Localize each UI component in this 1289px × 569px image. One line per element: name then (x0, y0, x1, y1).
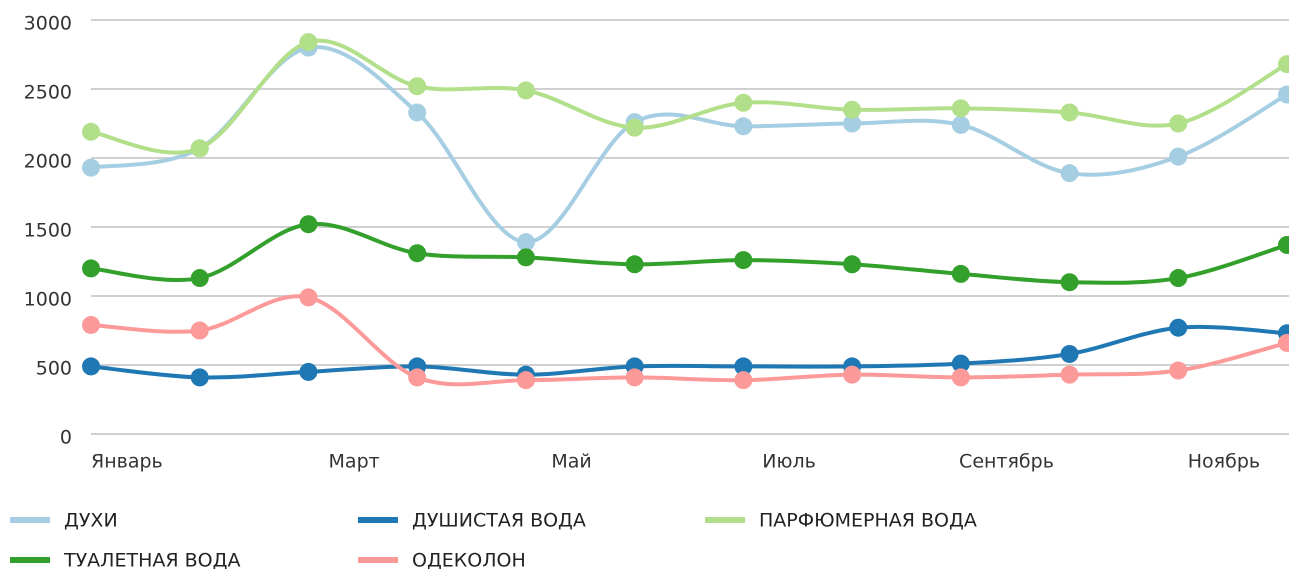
data-point (625, 368, 644, 387)
data-point (190, 368, 209, 387)
data-point (516, 248, 535, 267)
data-point (82, 122, 100, 141)
data-point (843, 100, 862, 119)
data-point (734, 251, 753, 270)
data-point (299, 362, 318, 381)
data-point (299, 288, 318, 307)
x-tick-label: Июль (762, 451, 816, 473)
x-tick-label: Ноябрь (1188, 451, 1260, 473)
y-tick-label: 1000 (24, 289, 72, 311)
y-tick-label: 2000 (24, 151, 72, 173)
x-tick-label: Сентябрь (959, 451, 1054, 473)
y-tick-label: 0 (60, 427, 72, 449)
y-tick-label: 1500 (24, 220, 72, 242)
data-point (734, 93, 753, 112)
data-point (951, 99, 970, 118)
data-point (951, 368, 970, 387)
data-point (408, 244, 427, 263)
series-line (90, 38, 1288, 155)
data-point (190, 269, 209, 288)
x-tick-label: Март (329, 451, 380, 473)
data-point (1060, 164, 1079, 183)
legend-label: ПАРФЮМЕРНАЯ ВОДА (759, 510, 977, 532)
data-point (1169, 147, 1188, 166)
data-point (1169, 114, 1188, 133)
data-point (625, 118, 644, 137)
legend-label: ДУХИ (64, 510, 118, 532)
y-tick-label: 3000 (24, 13, 72, 35)
data-point (82, 259, 100, 278)
data-point (408, 77, 427, 96)
data-point (82, 315, 100, 334)
data-point (1060, 344, 1079, 363)
data-point (1278, 235, 1289, 254)
y-tick-label: 2500 (24, 82, 72, 104)
data-point (951, 115, 970, 134)
data-point (82, 158, 100, 177)
data-point (82, 357, 100, 376)
data-point (734, 357, 753, 376)
data-point (1278, 333, 1289, 352)
data-point (951, 264, 970, 283)
data-point (516, 81, 535, 100)
x-tick-label: Январь (91, 451, 163, 473)
legend-label: ОДЕКОЛОН (412, 550, 526, 569)
data-point (190, 321, 209, 340)
data-point (951, 354, 970, 373)
data-point (299, 215, 318, 234)
y-tick-label: 500 (36, 358, 72, 380)
data-point (516, 371, 535, 390)
data-point (625, 255, 644, 274)
data-point (843, 255, 862, 274)
data-point (190, 139, 209, 158)
data-point (1060, 365, 1079, 384)
series-line (90, 221, 1288, 285)
data-point (408, 368, 427, 387)
legend-label: ТУАЛЕТНАЯ ВОДА (63, 550, 240, 569)
data-point (734, 117, 753, 136)
data-point (1169, 269, 1188, 288)
series-line (90, 294, 1288, 387)
legend-label: ДУШИСТАЯ ВОДА (412, 510, 586, 532)
data-point (516, 233, 535, 252)
data-point (408, 103, 427, 122)
data-point (1060, 103, 1079, 122)
data-point (1278, 85, 1289, 104)
data-point (1278, 55, 1289, 74)
data-point (843, 365, 862, 384)
data-point (843, 114, 862, 133)
data-point (1169, 318, 1188, 337)
data-point (1060, 273, 1079, 292)
data-point (299, 33, 318, 52)
data-point (1169, 361, 1188, 380)
series-line (90, 324, 1288, 380)
x-tick-label: Май (551, 451, 591, 473)
data-point (734, 371, 753, 390)
